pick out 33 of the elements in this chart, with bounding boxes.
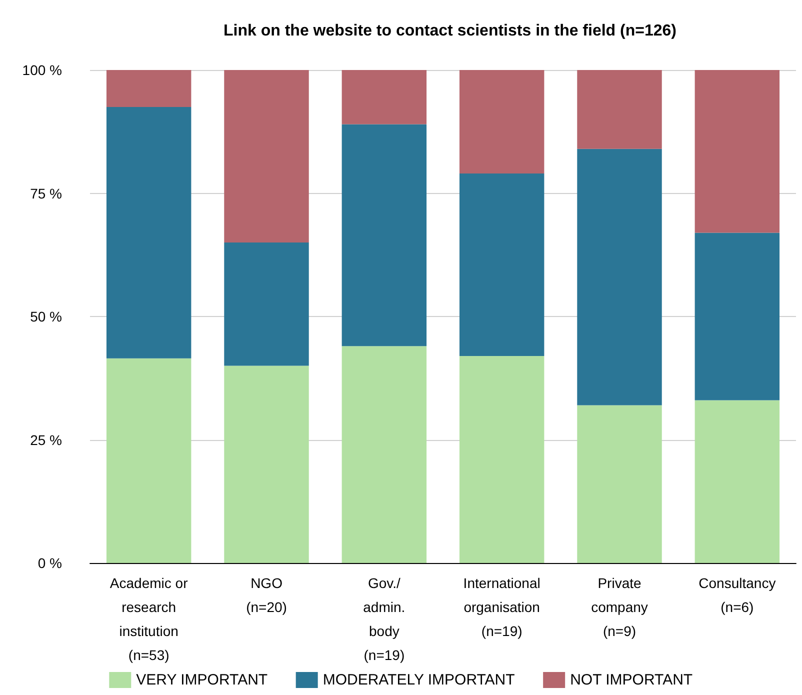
y-tick-label: 50 %	[30, 308, 62, 324]
x-tick-label: Gov./ admin. body (n=19)	[363, 575, 406, 663]
y-tick-label: 75 %	[30, 185, 62, 202]
bar	[459, 356, 544, 563]
bar	[342, 124, 427, 346]
bar	[694, 70, 780, 233]
y-tick-label: 25 %	[30, 432, 62, 448]
legend-label: NOT IMPORTANT	[570, 672, 693, 688]
bar	[342, 70, 427, 124]
bar	[342, 346, 427, 563]
bar	[459, 70, 544, 174]
x-tick-label: NGO (n=20)	[246, 575, 287, 615]
bar	[106, 358, 192, 563]
y-tick-label: 100 %	[22, 62, 62, 78]
bar	[459, 174, 544, 356]
bar	[694, 232, 780, 400]
x-tick-label: Academic or research institution (n=53)	[110, 575, 188, 663]
bar	[577, 148, 662, 406]
bar	[224, 366, 309, 563]
bar	[577, 70, 662, 149]
chart-title: Link on the website to contact scientists in the field (n=126)	[224, 22, 676, 40]
bar	[694, 400, 780, 563]
legend-label: VERY IMPORTANT	[136, 672, 268, 688]
x-tick-label: Consultancy (n=6)	[698, 575, 776, 615]
bar	[224, 70, 309, 243]
bar	[577, 405, 662, 563]
y-tick-label: 0 %	[38, 555, 62, 571]
bar	[224, 242, 309, 366]
x-tick-label: Private company (n=9)	[591, 575, 648, 639]
legend-label: MODERATELY IMPORTANT	[322, 672, 515, 688]
x-tick-label: International organisation (n=19)	[463, 575, 540, 639]
bar	[106, 70, 192, 107]
bar	[106, 106, 192, 358]
